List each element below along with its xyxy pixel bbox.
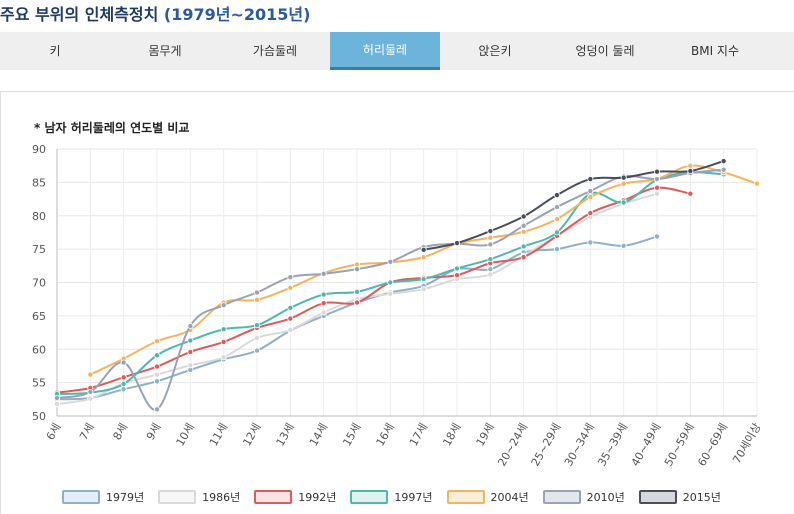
page-title: 주요 부위의 인체측정치 (1979년~2015년) — [0, 1, 310, 25]
chart-legend: 1979년 1986년 1992년 1997년 2004년 2010년 2015년 — [62, 489, 735, 505]
legend-item[interactable]: 2015년 — [638, 489, 721, 505]
legend-item[interactable]: 2010년 — [542, 489, 625, 505]
legend-item[interactable]: 2004년 — [446, 489, 529, 505]
tab-bmi[interactable]: BMI 지수 — [690, 44, 740, 58]
legend-swatch — [446, 490, 485, 504]
tab-weight[interactable]: 몸무게 — [148, 44, 182, 58]
legend-swatch — [638, 490, 677, 504]
legend-item[interactable]: 1986년 — [158, 489, 240, 505]
page-title-text: 주요 부위의 인체측정치 — [0, 5, 164, 24]
legend-label: 1997년 — [394, 491, 433, 504]
tab-bar: 키 몸무게 가슴둘레 허리둘레 앉은키 엉덩이 둘레 BMI 지수 — [0, 32, 794, 70]
legend-item[interactable]: 1992년 — [254, 489, 336, 505]
chart-title: * 남자 허리둘레의 연도별 비교 — [34, 121, 190, 135]
chart-panel — [0, 91, 794, 514]
legend-swatch — [62, 490, 100, 504]
tab-hip[interactable]: 엉덩이 둘레 — [575, 44, 635, 58]
legend-swatch — [158, 490, 197, 504]
legend-item[interactable]: 1997년 — [350, 489, 433, 505]
legend-item[interactable]: 1979년 — [62, 489, 144, 505]
legend-label: 2015년 — [682, 491, 721, 504]
tab-waist[interactable]: 허리둘레 — [330, 32, 440, 70]
legend-label: 2004년 — [490, 491, 529, 504]
legend-label: 1992년 — [298, 491, 337, 504]
legend-label: 1986년 — [202, 491, 241, 504]
page-title-years: (1979년~2015년) — [163, 5, 311, 24]
legend-swatch — [254, 490, 293, 504]
tab-height[interactable]: 키 — [49, 44, 61, 58]
legend-swatch — [350, 490, 389, 504]
legend-swatch — [542, 490, 581, 504]
tab-chest[interactable]: 가슴둘레 — [252, 44, 298, 58]
tab-sitting-height[interactable]: 앉은키 — [478, 44, 512, 58]
legend-label: 2010년 — [586, 491, 625, 504]
legend-label: 1979년 — [106, 491, 145, 504]
